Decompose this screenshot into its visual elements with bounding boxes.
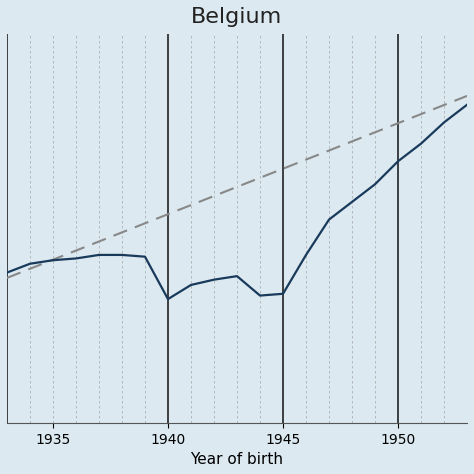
X-axis label: Year of birth: Year of birth (191, 452, 283, 467)
Title: Belgium: Belgium (191, 7, 283, 27)
